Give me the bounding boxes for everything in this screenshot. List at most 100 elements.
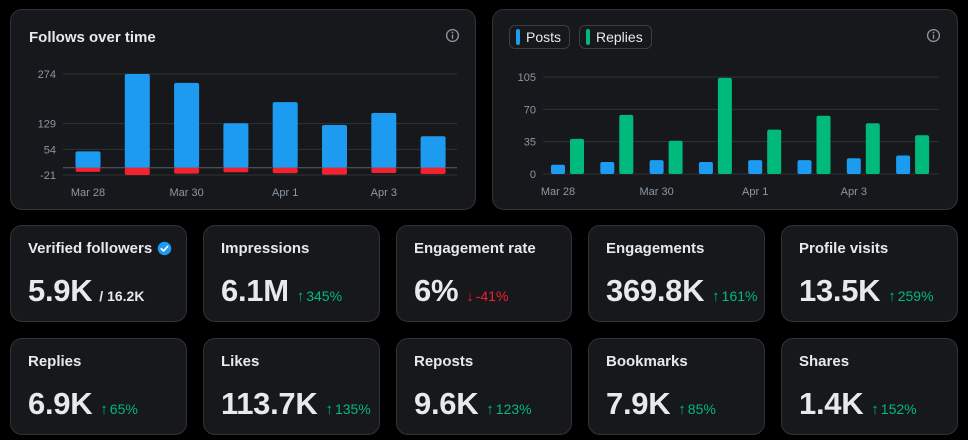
stat-card-bookmarks[interactable]: Bookmarks 7.9K ↑ 85%: [588, 338, 765, 435]
stat-change: ↑ 345%: [297, 288, 342, 305]
stat-card-likes[interactable]: Likes 113.7K ↑ 135%: [203, 338, 380, 435]
bar-posts: [797, 160, 812, 174]
legend-replies[interactable]: Replies: [579, 25, 652, 49]
bar-posts: [846, 158, 861, 174]
info-icon[interactable]: [926, 28, 941, 43]
stat-label: Bookmarks: [606, 353, 688, 370]
stat-total: / 16.2K: [99, 288, 145, 304]
x-tick-label: Mar 28: [71, 187, 105, 199]
stat-row: 6.9K ↑ 65%: [28, 386, 138, 422]
y-tick-label: 274: [38, 69, 56, 81]
legend-swatch-replies: [586, 29, 590, 45]
stat-row: 113.7K ↑ 135%: [221, 386, 371, 422]
x-tick-label: Mar 30: [169, 187, 203, 199]
y-tick-label: 0: [530, 169, 536, 181]
stat-label: Engagements: [606, 240, 705, 257]
stat-change-value: 135%: [334, 401, 371, 417]
stat-card-profile-visits[interactable]: Profile visits 13.5K ↑ 259%: [781, 225, 958, 322]
stat-row: 6% ↓ -41%: [414, 273, 508, 309]
stat-change-value: 161%: [721, 288, 758, 304]
stat-change: ↑ 161%: [712, 288, 757, 305]
stat-change-value: 345%: [306, 288, 343, 304]
arrow-up-icon: ↑: [325, 401, 333, 418]
bar-follows: [124, 74, 150, 168]
bar-follows: [420, 136, 446, 168]
stat-card-engagements[interactable]: Engagements 369.8K ↑ 161%: [588, 225, 765, 322]
arrow-up-icon: ↑: [296, 288, 305, 305]
bar-unfollows: [75, 167, 101, 172]
stat-change: ↓ -41%: [466, 288, 508, 305]
stat-change-value: 259%: [897, 288, 934, 304]
stat-row: 6.1M ↑ 345%: [221, 273, 342, 309]
stat-value: 9.6K: [414, 386, 479, 421]
stat-card-replies[interactable]: Replies 6.9K ↑ 65%: [10, 338, 187, 435]
stat-label: Profile visits: [799, 240, 889, 257]
y-tick-label: -21: [40, 170, 56, 182]
stat-change-value: 85%: [687, 401, 716, 417]
stat-change: ↑ 259%: [888, 288, 933, 305]
legend-posts[interactable]: Posts: [509, 25, 571, 49]
bar-replies: [668, 140, 683, 174]
stat-change: ↑ 65%: [100, 401, 138, 418]
stat-value: 369.8K: [606, 273, 705, 308]
arrow-up-icon: ↑: [712, 288, 720, 305]
bar-follows: [75, 151, 101, 168]
stat-row: 369.8K ↑ 161%: [606, 273, 757, 309]
x-tick-label: Apr 3: [841, 186, 867, 198]
stat-row: 5.9K / 16.2K: [28, 273, 144, 309]
bar-unfollows: [420, 167, 446, 174]
stat-change: ↑ 135%: [325, 401, 370, 418]
stat-change: ↑ 152%: [871, 401, 916, 418]
bar-posts: [748, 160, 763, 174]
bar-replies: [619, 114, 634, 174]
arrow-down-icon: ↓: [466, 288, 474, 305]
stat-value: 113.7K: [221, 386, 318, 421]
arrow-up-icon: ↑: [888, 288, 896, 305]
bar-unfollows: [124, 167, 150, 175]
arrow-up-icon: ↑: [678, 401, 686, 418]
bar-posts: [551, 164, 565, 174]
x-tick-label: Mar 30: [639, 186, 673, 198]
stat-label: Impressions: [221, 240, 310, 257]
follows-chart[interactable]: 274 129 54 -21 Mar 28 Mar 30 Apr 1 Apr 3: [11, 10, 477, 211]
stat-label: Verified followers: [28, 240, 172, 257]
stat-label: Engagement rate: [414, 240, 536, 257]
stat-change-value: 65%: [109, 401, 138, 417]
posts-replies-chart[interactable]: 105 70 35 0 Mar 28 Mar 30 Apr 1 Apr 3: [493, 10, 959, 211]
stat-row: 1.4K ↑ 152%: [799, 386, 917, 422]
bar-unfollows: [223, 167, 249, 173]
bar-follows: [223, 123, 249, 168]
bar-follows: [322, 125, 347, 168]
stat-card-shares[interactable]: Shares 1.4K ↑ 152%: [781, 338, 958, 435]
y-tick-label: 105: [518, 72, 536, 84]
stat-card-impressions[interactable]: Impressions 6.1M ↑ 345%: [203, 225, 380, 322]
bar-replies: [717, 77, 732, 174]
x-tick-label: Apr 1: [272, 187, 298, 199]
stat-label-text: Verified followers: [28, 240, 153, 257]
stat-change: ↑ 85%: [678, 401, 716, 418]
stat-card-reposts[interactable]: Reposts 9.6K ↑ 123%: [396, 338, 572, 435]
y-tick-label: 70: [524, 104, 536, 116]
stat-value: 7.9K: [606, 386, 671, 421]
x-tick-label: Mar 28: [541, 186, 575, 198]
bar-follows: [371, 113, 397, 168]
stat-label: Replies: [28, 353, 82, 370]
stat-label: Reposts: [414, 353, 474, 370]
chart-title: Follows over time: [29, 29, 156, 46]
bar-unfollows: [174, 167, 200, 174]
legend-label-replies: Replies: [596, 29, 643, 45]
stat-value: 13.5K: [799, 273, 881, 308]
bar-follows: [174, 82, 200, 168]
y-tick-label: 129: [38, 119, 56, 131]
stat-card-verified-followers[interactable]: Verified followers 5.9K / 16.2K: [10, 225, 187, 322]
bar-posts: [600, 161, 615, 174]
stat-row: 13.5K ↑ 259%: [799, 273, 934, 309]
info-icon[interactable]: [445, 28, 460, 43]
posts-replies-chart-card: Posts Replies 105 70 35 0 Mar 28 Mar 30 Apr 1 A…: [492, 9, 958, 210]
x-tick-label: Apr 1: [742, 186, 768, 198]
stat-change: ↑ 123%: [486, 401, 531, 418]
legend-label-posts: Posts: [526, 29, 562, 45]
stat-change-value: 152%: [880, 401, 917, 417]
stat-card-engagement-rate[interactable]: Engagement rate 6% ↓ -41%: [396, 225, 572, 322]
bar-replies: [865, 123, 880, 174]
